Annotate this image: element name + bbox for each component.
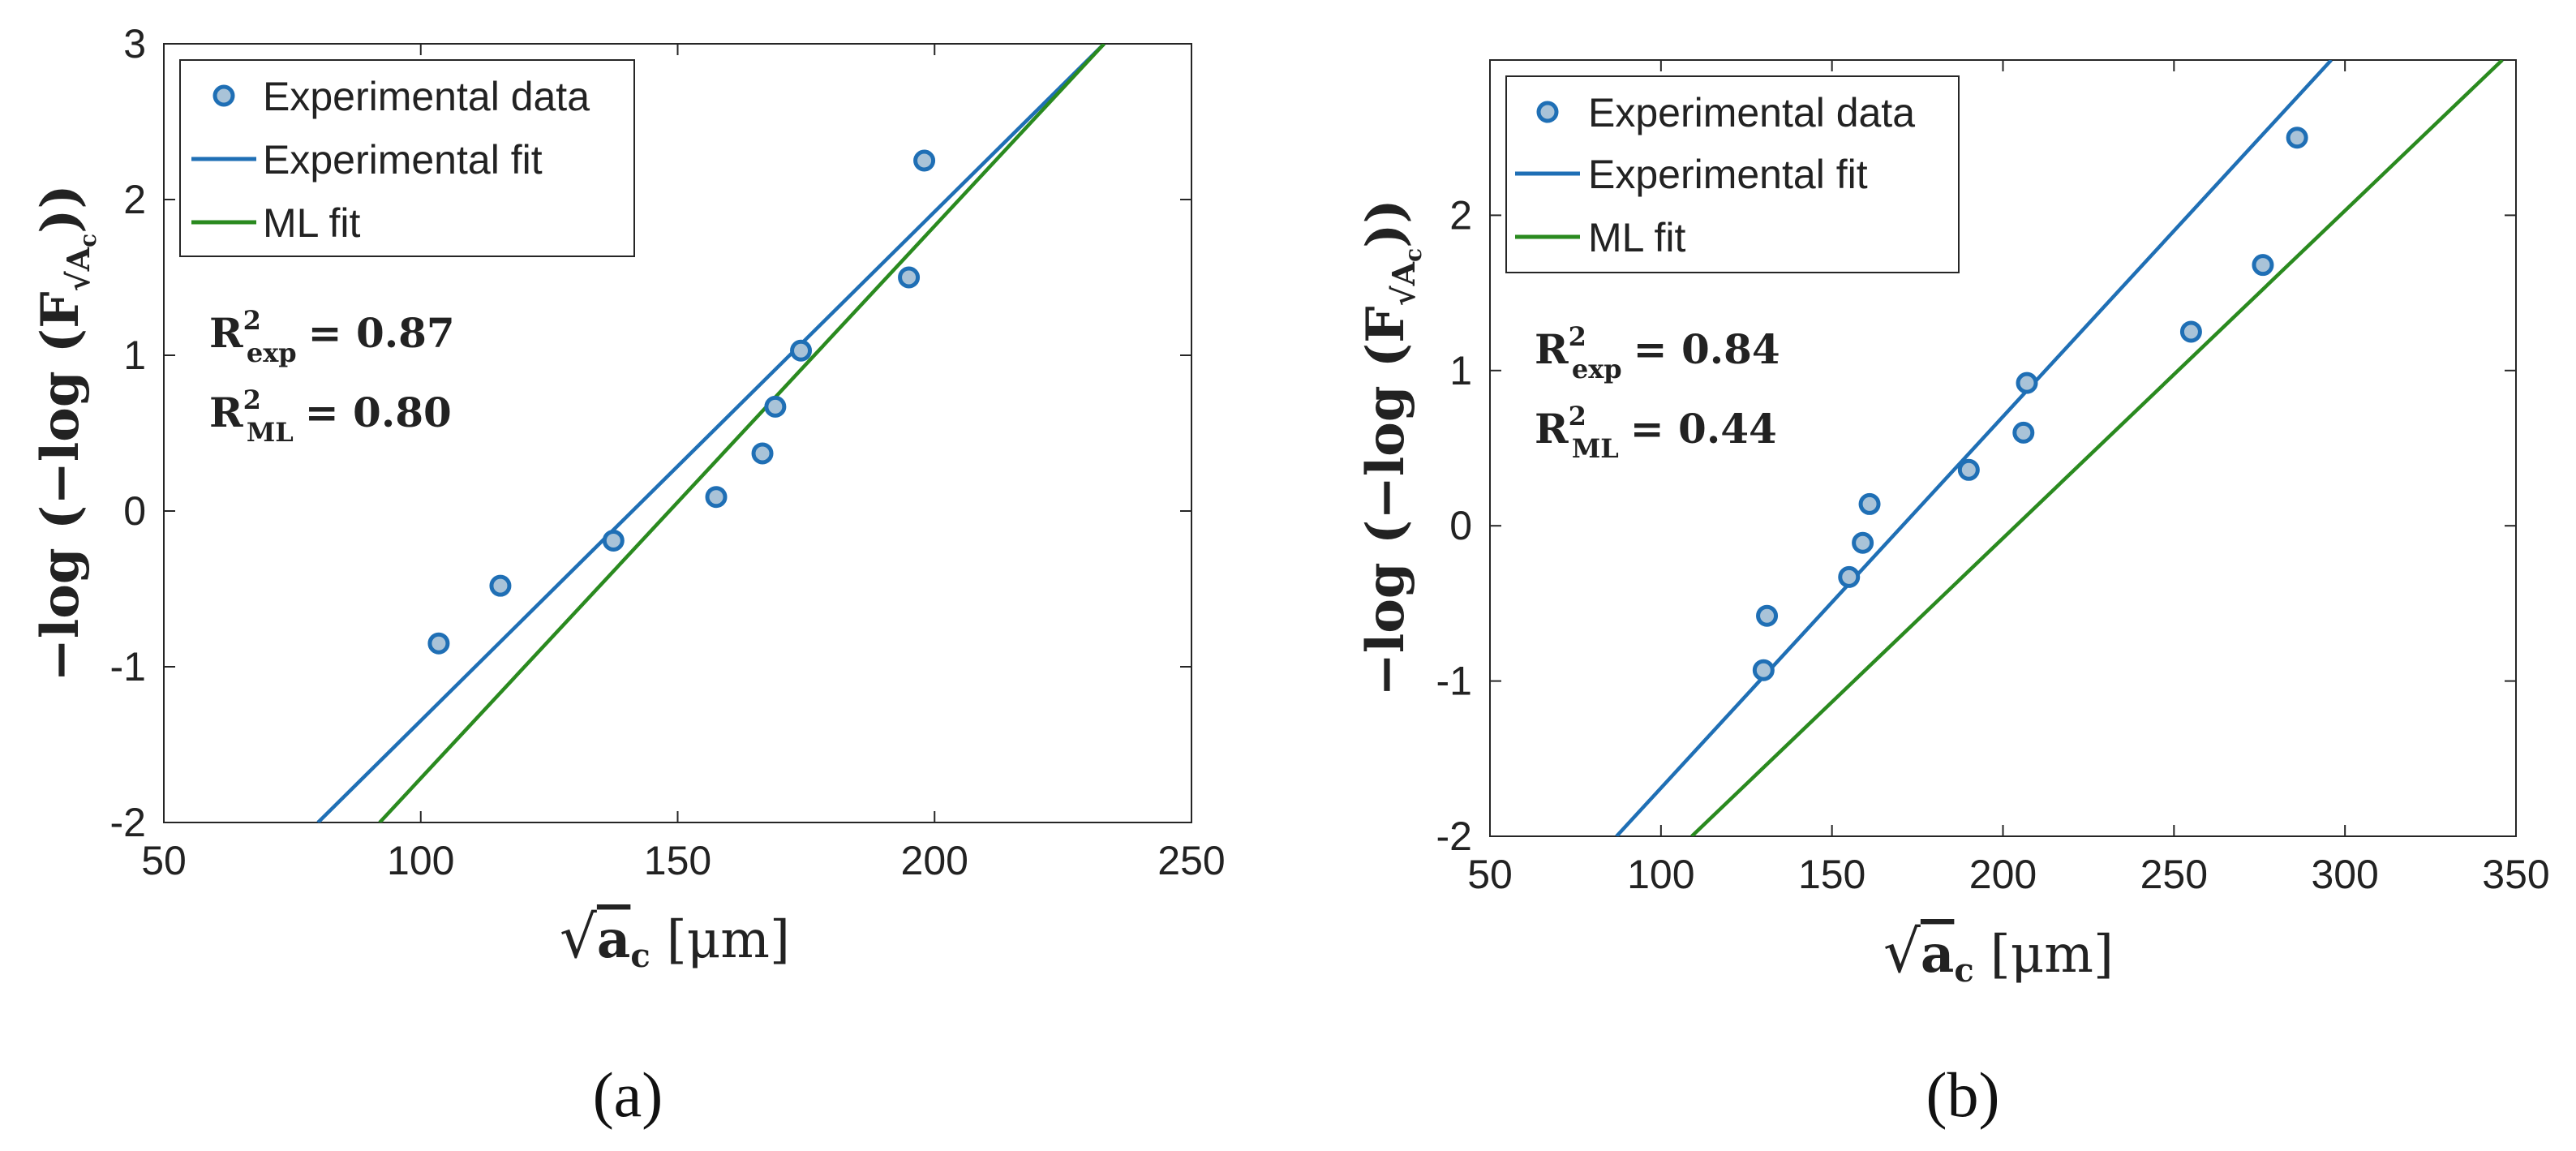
panel-b-ylabel: −log (−log (F√Ac)): [1355, 199, 1427, 696]
data-point: [2286, 127, 2308, 149]
y-tick-label: 3: [123, 21, 146, 67]
data-point: [427, 632, 450, 655]
r2-exp-annotation: R2 exp = 0.84: [1535, 321, 1780, 384]
panel-a-ylabel: −log (−log (F√Ac)): [30, 184, 101, 681]
data-point: [2179, 320, 2202, 343]
x-tick-label: 300: [2311, 852, 2378, 897]
data-point: [898, 266, 921, 289]
data-point: [602, 529, 625, 552]
y-tick-label: -2: [1436, 814, 1472, 859]
x-tick-label: 100: [1627, 852, 1694, 897]
legend-marker-experimental-data: [213, 84, 235, 107]
data-point: [489, 574, 512, 597]
panel-b: 50 100 150 200 250 300 350 -2 -1 0 1 2 Experimenta…: [1355, 59, 2550, 1130]
panel-a: 50 100 150 200 250 -2 -1 0 1 2 3 Experimental dat…: [30, 21, 1226, 1130]
y-tick-label: 2: [1449, 192, 1472, 238]
data-point: [2012, 421, 2035, 444]
panel-a-caption: (a): [593, 1059, 663, 1130]
data-point: [2252, 254, 2274, 277]
x-tick-label: 250: [2140, 852, 2208, 897]
panel-a-xlabel: √ac [μm]: [560, 903, 790, 975]
ml-fit-line: [378, 44, 1106, 822]
r2-exp-annotation: R2 exp = 0.87: [209, 305, 455, 368]
data-point: [1852, 531, 1874, 554]
data-point: [913, 149, 936, 172]
y-tick-label: 0: [1449, 503, 1472, 548]
legend-label-ml-fit: ML fit: [263, 200, 360, 246]
panel-a-legend: Experimental data Experimental fit ML fi…: [179, 59, 635, 257]
y-tick-label: -1: [110, 644, 146, 689]
legend-marker-experimental-data: [1536, 101, 1559, 123]
data-point: [764, 395, 787, 418]
legend-box: [1505, 75, 1960, 273]
data-point: [705, 486, 728, 509]
panel-a-r2-annotations: R2 exp = 0.87 R2 ML = 0.80: [209, 305, 455, 448]
y-tick-label: 1: [1449, 348, 1472, 393]
data-point: [2016, 371, 2038, 394]
experimental-fit-line: [1615, 60, 2333, 836]
legend-label-experimental-data: Experimental data: [263, 74, 590, 119]
data-point: [1858, 492, 1881, 515]
y-tick-label: -1: [1436, 659, 1472, 704]
x-tick-label: 150: [644, 838, 711, 883]
x-tick-label: 50: [141, 838, 187, 883]
panel-b-r2-annotations: R2 exp = 0.84 R2 ML = 0.44: [1535, 321, 1780, 464]
x-tick-label: 50: [1467, 852, 1513, 897]
r2-ml-annotation: R2 ML = 0.44: [1535, 401, 1777, 464]
legend-label-experimental-data: Experimental data: [1588, 90, 1915, 135]
data-point: [1756, 604, 1779, 627]
panel-b-caption: (b): [1926, 1059, 2000, 1130]
data-point: [1838, 565, 1861, 588]
panel-b-xlabel: √ac [μm]: [1883, 917, 2114, 990]
x-tick-label: 200: [901, 838, 968, 883]
y-tick-label: 2: [123, 177, 146, 222]
data-point: [1752, 659, 1775, 681]
x-tick-label: 150: [1798, 852, 1865, 897]
y-tick-label: 0: [123, 488, 146, 534]
y-tick-label: -2: [110, 800, 146, 845]
data-point: [751, 442, 774, 465]
x-tick-label: 250: [1157, 838, 1225, 883]
x-tick-label: 350: [2482, 852, 2549, 897]
legend-label-experimental-fit: Experimental fit: [263, 137, 543, 183]
r2-ml-annotation: R2 ML = 0.80: [209, 384, 452, 448]
legend-label-ml-fit: ML fit: [1588, 215, 1685, 260]
y-tick-label: 1: [123, 333, 146, 378]
data-point: [1957, 458, 1980, 481]
legend-label-experimental-fit: Experimental fit: [1588, 152, 1868, 197]
ml-fit-line: [1690, 60, 2504, 836]
panel-b-legend: Experimental data Experimental fit ML fi…: [1505, 75, 1960, 273]
experimental-fit-line: [316, 44, 1106, 822]
data-point: [790, 339, 813, 362]
x-tick-label: 100: [387, 838, 454, 883]
x-tick-label: 200: [1969, 852, 2037, 897]
